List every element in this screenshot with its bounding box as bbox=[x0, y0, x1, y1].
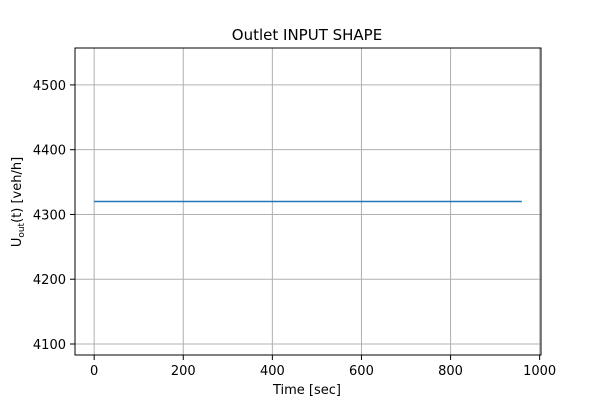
y-tick-label: 4500 bbox=[33, 79, 66, 94]
y-axis-label-main: U bbox=[10, 238, 25, 248]
chart-title: Outlet INPUT SHAPE bbox=[232, 26, 382, 44]
y-tick-label: 4400 bbox=[33, 144, 66, 159]
y-tick-label: 4300 bbox=[33, 208, 66, 223]
y-axis-label-sub: out bbox=[17, 222, 27, 237]
x-tick-label: 1000 bbox=[523, 364, 556, 379]
x-axis-label: Time [sec] bbox=[272, 383, 341, 398]
ticks: 0 200 400 600 800 1000 4100 4200 4300 4400 4500 bbox=[33, 79, 556, 379]
x-tick-label: 800 bbox=[438, 364, 463, 379]
y-axis-label-rest: (t) [veh/h] bbox=[10, 157, 25, 223]
x-tick-label: 400 bbox=[260, 364, 285, 379]
y-axis-label: Uout(t) [veh/h] bbox=[10, 157, 27, 247]
plot-frame bbox=[74, 47, 542, 356]
x-tick-label: 600 bbox=[349, 364, 374, 379]
x-tick-label: 200 bbox=[171, 364, 196, 379]
y-tick-label: 4100 bbox=[33, 338, 66, 353]
y-tick-label: 4200 bbox=[33, 273, 66, 288]
x-tick-label: 0 bbox=[90, 364, 98, 379]
